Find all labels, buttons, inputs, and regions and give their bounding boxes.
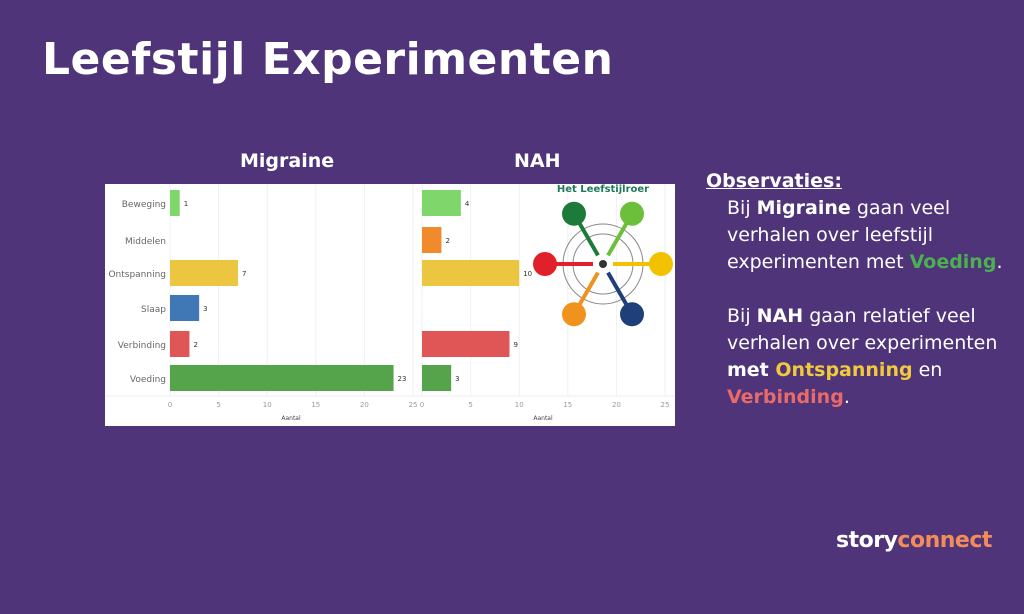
category-label: Verbinding	[118, 341, 166, 351]
data-label: 3	[203, 305, 207, 313]
x-tick-label: 10	[263, 401, 272, 409]
data-label: 7	[242, 270, 246, 278]
observations: Observaties: Bij Migraine gaan veel verh…	[706, 168, 1024, 411]
data-label: 4	[465, 200, 470, 208]
bar-verbinding	[422, 331, 510, 357]
text: Bij	[727, 197, 757, 219]
text-voeding: Voeding	[909, 251, 997, 273]
x-tick-label: 15	[311, 401, 320, 409]
x-tick-label: 0	[420, 401, 424, 409]
category-label: Middelen	[125, 237, 166, 247]
wheel-handle	[562, 201, 586, 226]
text: Bij	[727, 305, 757, 327]
bar-slaap	[170, 295, 200, 321]
slide-title: Leefstijl Experimenten	[42, 34, 614, 85]
text: en	[912, 359, 943, 381]
wheel-handle	[620, 302, 644, 327]
category-label: Beweging	[122, 200, 166, 210]
logo-story: story	[836, 528, 898, 553]
text: .	[996, 251, 1003, 273]
text-met: met	[727, 359, 776, 381]
text-nah: NAH	[756, 305, 804, 327]
bar-voeding	[170, 365, 394, 391]
x-axis-label: Aantal	[281, 415, 301, 422]
data-label: 2	[193, 341, 197, 349]
observation-migraine: Bij Migraine gaan veel verhalen over lee…	[706, 195, 1024, 276]
observations-heading: Observaties:	[706, 170, 842, 192]
data-label: 3	[455, 375, 459, 383]
bar-voeding	[422, 365, 452, 391]
bar-middelen	[422, 227, 442, 253]
text: gaan relatief veel verhalen over experim…	[727, 305, 998, 354]
wheel-handle	[620, 201, 644, 226]
chart-title-nah: NAH	[514, 150, 561, 172]
x-axis-label: Aantal	[533, 415, 553, 422]
x-tick-label: 5	[468, 401, 472, 409]
wheel-handle	[533, 252, 557, 276]
storyconnect-logo: storyconnect	[836, 528, 992, 553]
x-tick-label: 25	[661, 401, 670, 409]
bar-beweging	[422, 190, 461, 216]
wheel-title: Het Leefstijlroer	[557, 184, 649, 195]
text: gaan veel verhalen over leefstijl experi…	[727, 197, 951, 273]
compass-icon	[599, 260, 607, 268]
x-tick-label: 15	[563, 401, 572, 409]
text-ontspanning: Ontspanning	[775, 359, 913, 381]
data-label: 23	[398, 375, 407, 383]
bar-beweging	[170, 190, 180, 216]
x-tick-label: 25	[409, 401, 418, 409]
category-label: Voeding	[130, 375, 166, 385]
bar-ontspanning	[422, 260, 520, 286]
bar-ontspanning	[170, 260, 239, 286]
data-label: 1	[184, 200, 188, 208]
chart-title-migraine: Migraine	[240, 150, 335, 172]
text-migraine: Migraine	[756, 197, 851, 219]
wheel-handle	[649, 252, 673, 276]
x-tick-label: 5	[216, 401, 220, 409]
text: .	[843, 386, 850, 408]
data-label: 9	[513, 341, 517, 349]
chart-panel: 0 5 10 15 20 25 Aantal Beweging 1 Middelen Ontspan…	[105, 184, 675, 426]
wheel-handle	[562, 302, 586, 327]
data-label: 10	[523, 270, 532, 278]
category-label: Ontspanning	[108, 270, 166, 280]
observation-nah: Bij NAH gaan relatief veel verhalen over…	[706, 303, 1024, 411]
x-tick-label: 20	[612, 401, 621, 409]
logo-connect: connect	[897, 528, 992, 553]
bar-verbinding	[170, 331, 190, 357]
x-tick-label: 20	[360, 401, 369, 409]
data-label: 2	[445, 237, 449, 245]
category-label: Slaap	[141, 305, 166, 315]
text-verbinding: Verbinding	[727, 386, 844, 408]
x-tick-label: 0	[168, 401, 172, 409]
x-tick-label: 10	[515, 401, 524, 409]
